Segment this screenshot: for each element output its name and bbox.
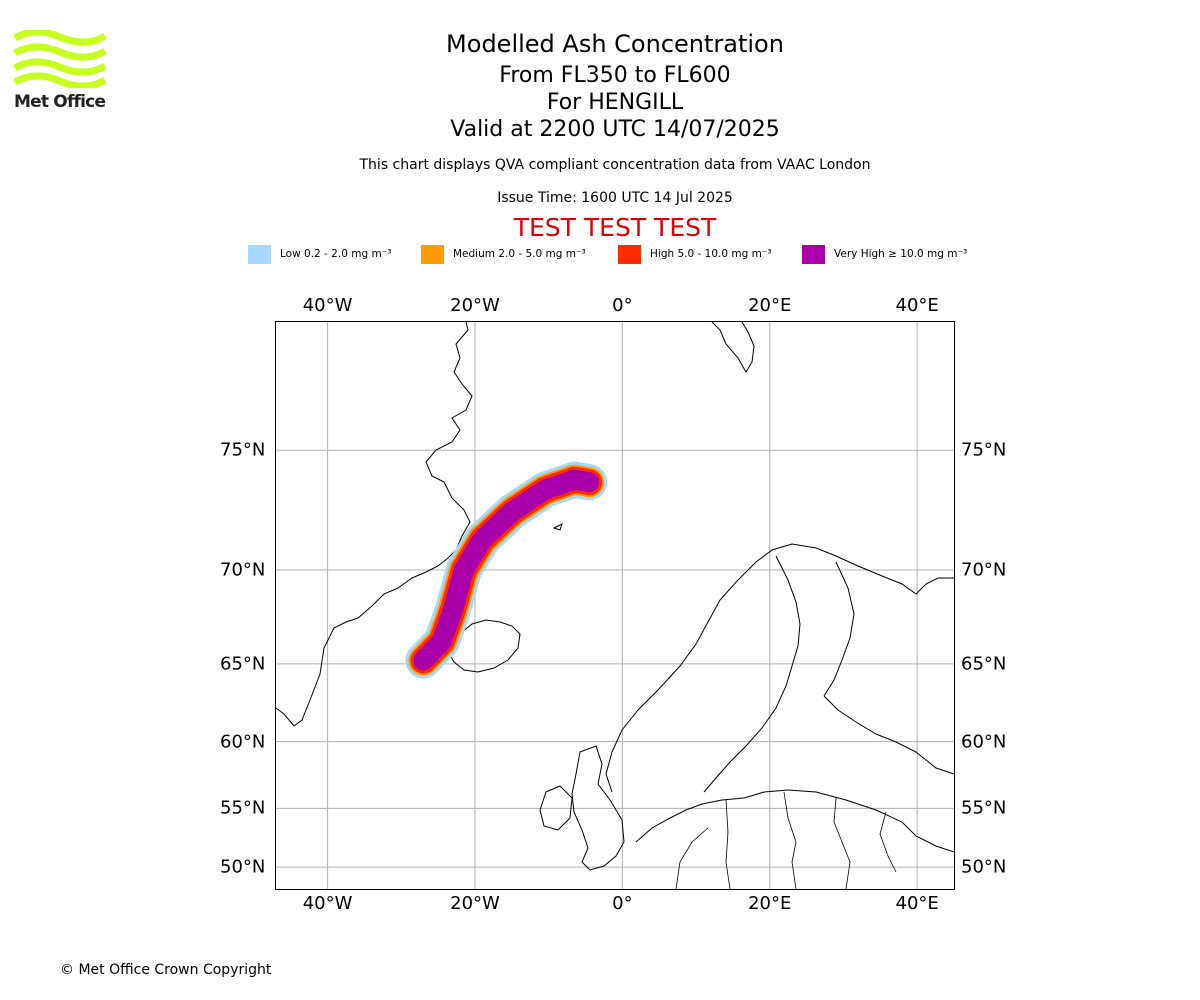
- lat-tick-label: 75°N: [961, 439, 1007, 461]
- flight-level-range: From FL350 to FL600: [499, 63, 731, 88]
- legend-label-low: Low 0.2 - 2.0 mg m⁻³: [280, 248, 392, 260]
- met-office-waves-icon: [14, 30, 106, 88]
- iceland-coast: [447, 619, 521, 673]
- graticule: [276, 322, 954, 889]
- issue-time: Issue Time: 1600 UTC 14 Jul 2025: [497, 190, 733, 206]
- coastlines: [276, 322, 954, 889]
- lat-tick-label: 50°N: [220, 856, 266, 878]
- map-panel: [275, 321, 955, 890]
- met-office-logo: Met Office: [14, 30, 110, 114]
- lon-tick-label: 0°: [612, 893, 633, 914]
- volcano-name: For HENGILL: [546, 90, 684, 115]
- jan-mayen: [552, 523, 563, 531]
- lon-tick-label: 0°: [612, 295, 633, 316]
- lat-tick-label: 60°N: [220, 731, 266, 753]
- sweden-coast: [703, 555, 801, 793]
- legend-swatch-very-high: [802, 244, 825, 264]
- map-canvas: [276, 322, 954, 889]
- lat-tick-label: 70°N: [220, 559, 266, 581]
- lon-tick-label: 40°W: [302, 295, 353, 316]
- chart-title: Modelled Ash Concentration: [446, 30, 784, 58]
- lat-tick-label: 70°N: [961, 559, 1007, 581]
- legend-swatch-low: [248, 244, 271, 264]
- lon-tick-label: 20°E: [748, 295, 792, 316]
- legend-swatch-high: [618, 244, 641, 264]
- plume-very-high-band: [413, 469, 600, 671]
- lat-tick-label: 75°N: [220, 439, 266, 461]
- legend-item-medium: Medium 2.0 - 5.0 mg m⁻³: [421, 244, 586, 264]
- legend-label-medium: Medium 2.0 - 5.0 mg m⁻³: [453, 248, 586, 260]
- logo-text: Met Office: [14, 92, 106, 112]
- greenland-coast: [276, 322, 473, 727]
- lon-tick-label: 40°W: [302, 893, 353, 914]
- test-banner: TEST TEST TEST: [513, 213, 717, 242]
- svalbard-coast: [711, 322, 755, 373]
- britain-coast: [571, 745, 625, 871]
- lat-tick-label: 60°N: [961, 731, 1007, 753]
- valid-time: Valid at 2200 UTC 14/07/2025: [450, 117, 780, 142]
- scandinavia-coast: [605, 543, 954, 793]
- europe-borders: [675, 791, 897, 889]
- europe-coast: [635, 789, 954, 853]
- lon-tick-label: 20°E: [748, 893, 792, 914]
- legend-item-high: High 5.0 - 10.0 mg m⁻³: [618, 244, 772, 264]
- lon-tick-label: 20°W: [450, 295, 500, 316]
- ireland-coast: [539, 785, 573, 831]
- legend-swatch-medium: [421, 244, 444, 264]
- baltic-coast: [823, 695, 954, 775]
- legend-item-very-high: Very High ≥ 10.0 mg m⁻³: [802, 244, 967, 264]
- lat-tick-label: 50°N: [961, 856, 1007, 878]
- legend-item-low: Low 0.2 - 2.0 mg m⁻³: [248, 244, 391, 264]
- lat-tick-label: 65°N: [220, 653, 266, 675]
- lon-tick-label: 40°E: [895, 893, 939, 914]
- finland-coast: [823, 561, 855, 697]
- lat-tick-label: 55°N: [961, 797, 1007, 819]
- legend-label-high: High 5.0 - 10.0 mg m⁻³: [650, 248, 772, 260]
- legend-label-very-high: Very High ≥ 10.0 mg m⁻³: [834, 248, 968, 260]
- copyright: © Met Office Crown Copyright: [60, 962, 272, 978]
- lat-tick-label: 55°N: [220, 797, 266, 819]
- lon-tick-label: 20°W: [450, 893, 500, 914]
- ash-plume: [405, 461, 608, 679]
- lon-tick-label: 40°E: [895, 295, 939, 316]
- qva-note: This chart displays QVA compliant concen…: [359, 157, 871, 173]
- lat-tick-label: 65°N: [961, 653, 1007, 675]
